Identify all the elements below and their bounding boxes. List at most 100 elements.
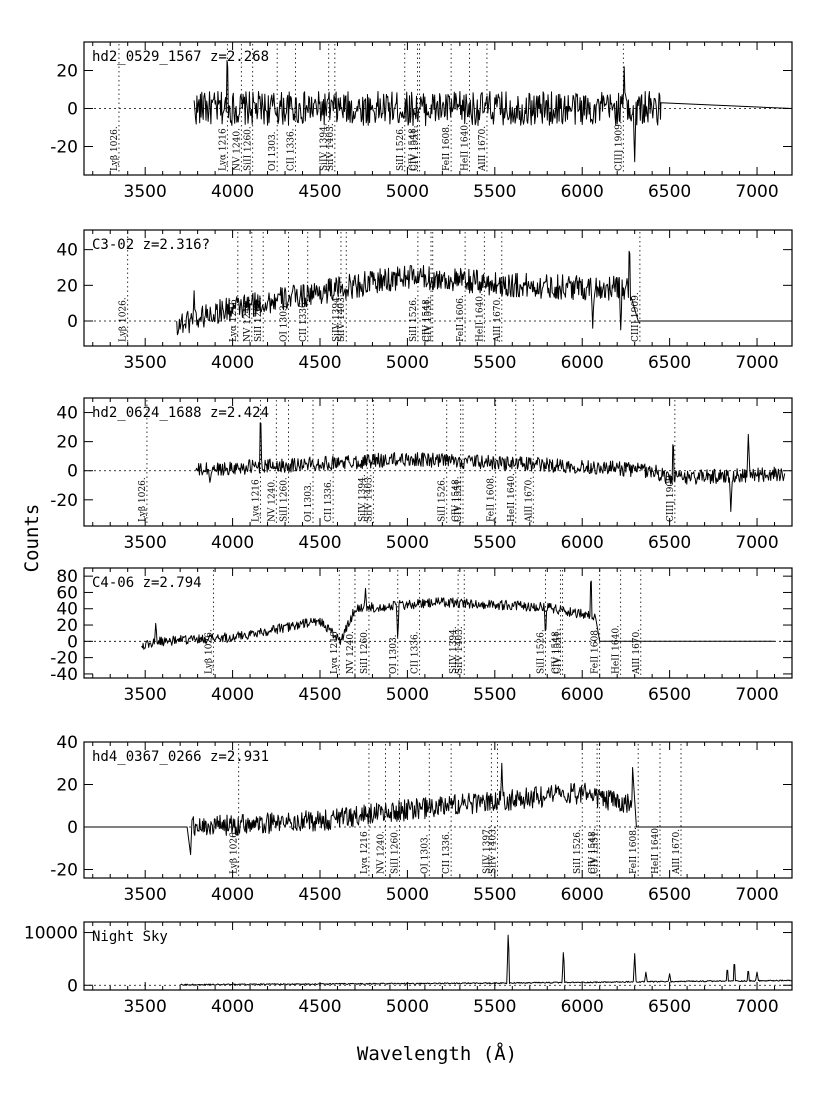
x-tick-label: 5500 <box>473 353 516 373</box>
x-tick-label: 4500 <box>298 182 341 202</box>
x-tick-label: 5500 <box>473 182 516 202</box>
spectral-line-label: Lyβ 1026. <box>204 629 214 674</box>
x-tick-label: 4000 <box>211 997 254 1017</box>
spectral-line-label: Lyα 1216 <box>360 831 370 874</box>
panel-label: C4-06 z=2.794 <box>92 575 202 591</box>
spectral-line-label: SiIV 1394. <box>449 626 459 674</box>
spectrum-panel: Lyβ 1026. Lyα 1216 NV 1240. SiII 1260. OI 13… <box>50 567 793 705</box>
x-tick-label: 6500 <box>648 885 691 905</box>
x-tick-label: 5500 <box>473 885 516 905</box>
x-tick-label: 4500 <box>298 885 341 905</box>
spectral-line-label: Lyα 1216 <box>252 479 262 522</box>
spectral-line-label: NV 1240. <box>243 299 253 342</box>
x-tick-label: 4000 <box>211 885 254 905</box>
y-tick-label: 80 <box>56 567 78 587</box>
x-tick-label: 6000 <box>561 685 604 705</box>
spectral-line-label: AlII 1670. <box>632 629 642 675</box>
spectra-panels: Lyβ 1026. Lyα 1216 NV 1240. SiII 1260. OI 13… <box>24 41 793 1017</box>
spectral-line-label: SiIV 1394. <box>320 123 330 171</box>
spectral-line-label: FeII 1606. <box>456 295 466 342</box>
x-tick-label: 6000 <box>561 353 604 373</box>
spectral-line-label: SiII 1260. <box>254 297 264 342</box>
spectral-line-label: Lyα 1216 <box>218 128 228 171</box>
x-tick-label: 5000 <box>386 353 429 373</box>
spectral-line-label: SiIV 1394. <box>332 294 342 342</box>
panel-label: hd2_0529_1567 z=2.268 <box>92 49 269 65</box>
y-tick-label: 0 <box>67 818 78 838</box>
spectral-line-label: AlII 1670. <box>672 829 682 875</box>
y-tick-label: -20 <box>50 861 78 881</box>
spectral-line-label: CII 1336. <box>287 128 297 171</box>
spectrum-panel: Lyβ 1026. Lyα 1216 NV 1240. SiII 1260. OI 13… <box>50 41 793 202</box>
spectral-line-label: Lyβ 1026. <box>110 126 120 171</box>
y-tick-label: -20 <box>50 491 78 511</box>
spectral-line-label: Lyα 1216 <box>330 631 340 674</box>
x-tick-label: 4000 <box>211 533 254 553</box>
spectral-line-label: OI 1303. <box>304 482 314 522</box>
spectral-line-label: SiII 1260. <box>391 829 401 874</box>
y-tick-label: 40 <box>56 404 78 424</box>
spectral-line-label: CIV 1548. <box>409 125 419 171</box>
panel-frame <box>83 229 793 347</box>
x-tick-label: 7000 <box>735 885 778 905</box>
spectral-line-label: FeII 1608. <box>591 627 601 674</box>
y-tick-label: 0 <box>67 100 78 120</box>
panel-label: hd2_0624_1688 z=2.424 <box>92 405 269 421</box>
y-tick-label: 20 <box>56 776 78 796</box>
spectrum-panel: 3500 4000 4500 5000 5500 6000 6500 7000 0 10000 Ni… <box>24 921 793 1017</box>
panel-label: Night Sky <box>92 929 168 945</box>
spectral-line-label: AlII 1670. <box>493 297 503 343</box>
x-tick-label: 3500 <box>124 182 167 202</box>
x-tick-label: 5000 <box>386 685 429 705</box>
spectral-line-label: SiIV 1403. <box>455 626 465 674</box>
x-tick-label: 7000 <box>735 685 778 705</box>
x-tick-label: 3500 <box>124 685 167 705</box>
x-tick-label: 6500 <box>648 685 691 705</box>
y-tick-label: 40 <box>56 733 78 753</box>
panel-frame <box>83 397 793 527</box>
x-tick-label: 6500 <box>648 533 691 553</box>
x-tick-label: 6500 <box>648 997 691 1017</box>
x-tick-label: 4500 <box>298 685 341 705</box>
y-tick-label: -20 <box>50 649 78 669</box>
spectral-line-label: NV 1240. <box>346 631 356 674</box>
spectral-line-label: Lyβ 1026. <box>119 297 129 342</box>
spectrum-panel: Lyβ 1026. Lyα 1216 NV 1240. SiII 1260. OI 13… <box>56 229 793 373</box>
spectral-line-label: SiIV 1403. <box>488 826 498 874</box>
x-tick-label: 6500 <box>648 353 691 373</box>
spectral-line-label: SiII 1526. <box>396 126 406 171</box>
spectrum-trace <box>84 762 792 856</box>
y-tick-label: 20 <box>56 62 78 82</box>
spectral-line-label: CIV 1548. <box>588 828 598 874</box>
spectral-line-label: SiIV 1394. <box>358 474 368 522</box>
x-tick-label: 4500 <box>298 533 341 553</box>
spectral-line-label: NV 1240. <box>232 128 242 171</box>
x-tick-label: 4500 <box>298 997 341 1017</box>
spectral-line-label: CII 1336. <box>299 299 309 342</box>
x-tick-label: 4000 <box>211 182 254 202</box>
x-tick-label: 7000 <box>735 353 778 373</box>
spectral-line-label: SiII 1526. <box>409 297 419 342</box>
spectral-line-label: CIV 1548. <box>422 296 432 342</box>
x-tick-label: 3500 <box>124 885 167 905</box>
x-tick-label: 3500 <box>124 997 167 1017</box>
spectral-line-label: CIII] 1909. <box>631 292 641 342</box>
spectral-line-label: HeII 1640. <box>475 293 485 342</box>
panel-frame <box>83 741 793 879</box>
spectral-line-label: CII 1336. <box>324 479 334 522</box>
y-tick-label: 20 <box>56 616 78 636</box>
spectral-line-label: CII 1336. <box>442 831 452 874</box>
spectral-line-label: OI 1303. <box>389 634 399 674</box>
y-tick-label: 60 <box>56 583 78 603</box>
spectral-line-label: CIV 1551. <box>424 296 434 342</box>
y-tick-label: -40 <box>50 665 78 685</box>
y-tick-label: 0 <box>67 632 78 652</box>
spectral-line-label: SiII 1260. <box>280 477 290 522</box>
spectral-line-label: SiIV 1403. <box>364 474 374 522</box>
spectral-line-label: CIV 1548. <box>452 476 462 522</box>
panel-label: hd4_0367_0266 z=2.931 <box>92 749 269 765</box>
spectral-line-label: NV 1240. <box>267 479 277 522</box>
y-axis-title: Counts <box>21 504 43 573</box>
spectral-line-label: SiII 1260. <box>244 126 254 171</box>
spectral-line-label: Lyβ 1026. <box>230 829 240 874</box>
